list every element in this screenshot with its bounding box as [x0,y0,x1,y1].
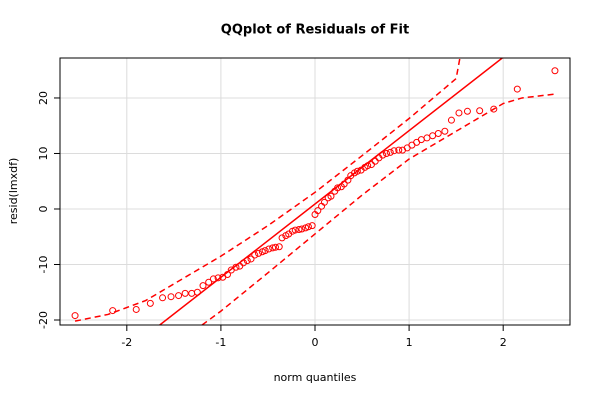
y-tick-label: -10 [37,256,50,274]
confidence-band [74,58,461,322]
point [298,225,306,233]
reference-line [159,58,503,325]
point [199,282,207,290]
x-tick-label: 2 [500,336,507,349]
point [455,109,463,117]
point [181,289,189,297]
point [265,245,273,253]
chart-title: QQplot of Residuals of Fit [221,23,409,38]
point [383,149,391,157]
y-tick-label: 20 [37,91,50,105]
point [320,198,328,206]
point [146,299,154,307]
point [247,255,255,263]
point [269,244,277,252]
point [513,85,521,93]
y-tick-label: 0 [37,205,50,212]
point [175,292,183,300]
y-tick-label: 10 [37,146,50,160]
point [304,223,312,231]
point [447,116,455,124]
point [275,243,283,251]
y-axis-label: resid(lmxdf) [7,158,20,225]
x-tick-label: 1 [406,336,413,349]
point [159,294,167,302]
y-tick-label: -20 [37,311,50,329]
point [386,148,394,156]
point [109,307,117,315]
point [551,67,559,75]
point [308,222,316,230]
grid [60,58,570,325]
plot-area [71,58,559,325]
confidence-band [201,93,556,325]
point [251,251,259,259]
point [434,129,442,137]
point [379,151,387,159]
point [327,192,335,200]
point [291,226,299,234]
x-axis-label: norm quantiles [274,371,357,384]
x-tick-label: 0 [312,336,319,349]
point [476,107,484,115]
point [132,305,140,313]
point [463,107,471,115]
point [441,127,449,135]
point [271,243,279,251]
point [255,249,263,257]
point [295,226,303,234]
point [390,147,398,155]
point [314,207,322,215]
point [261,247,269,255]
point [71,312,79,320]
x-tick-label: -1 [215,336,226,349]
point [209,275,217,283]
point [278,234,286,242]
x-tick-label: -2 [121,336,132,349]
point [353,167,361,175]
point [395,146,403,154]
point [205,278,213,286]
point [167,293,175,301]
point [490,105,498,113]
